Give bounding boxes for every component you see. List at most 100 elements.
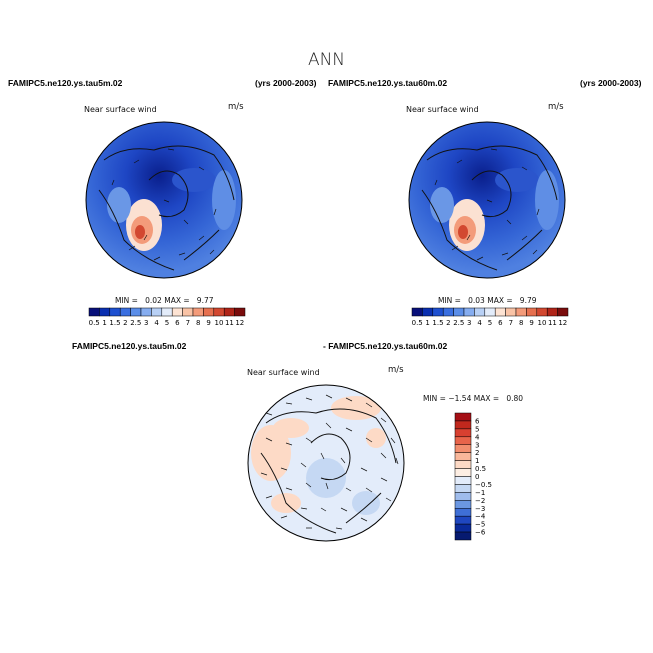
colorbar-tick-label: 5 [475, 425, 479, 433]
colorbar-tick-label: 10 [215, 319, 224, 327]
diff-case-b-label: - FAMIPC5.ne120.ys.tau60m.02 [323, 341, 448, 351]
colorbar-tick-label: 1.5 [109, 319, 120, 327]
panel-right-years-label: (yrs 2000-2003) [580, 78, 642, 88]
colorbar-tick-label: 9 [206, 319, 210, 327]
colorbar-tick-label: 0 [475, 473, 479, 481]
panel-left-case-label: FAMIPC5.ne120.ys.tau5m.02 [8, 78, 123, 88]
colorbar-swatch [454, 492, 472, 501]
panel-left-min-value: 0.02 [145, 296, 162, 305]
colorbar-swatch [505, 307, 517, 317]
colorbar-swatch [463, 307, 475, 317]
colorbar-swatch [515, 307, 527, 317]
colorbar-swatch [192, 307, 204, 317]
colorbar-swatch [454, 436, 472, 445]
diff-variable-label: Near surface wind [247, 368, 320, 377]
colorbar-swatch [454, 508, 472, 517]
diff-max-value: 0.80 [506, 394, 524, 403]
colorbar-tick-label: 6 [475, 417, 480, 425]
colorbar-swatch [454, 531, 472, 541]
colorbar-tick-label: −0.5 [475, 481, 492, 489]
colorbar-tick-label: 6 [498, 319, 503, 327]
colorbar-swatch [454, 444, 472, 453]
colorbar-tick-label: −4 [475, 513, 486, 521]
diff-units-label: m/s [388, 365, 404, 375]
colorbar-swatch [422, 307, 434, 317]
colorbar-swatch [234, 307, 246, 317]
colorbar-tick-label: −2 [475, 497, 485, 505]
figure-title: ANN [307, 50, 346, 70]
colorbar-tick-label: 4 [475, 433, 480, 441]
colorbar-swatch [119, 307, 131, 317]
colorbar-tick-label: 11 [548, 319, 557, 327]
colorbar-swatch [454, 484, 472, 493]
colorbar-swatch [536, 307, 548, 317]
colorbar-tick-label: 0.5 [89, 319, 100, 327]
panel-right-max-value: 9.79 [519, 296, 537, 305]
panel-right-max-label: MAX = [487, 296, 513, 305]
colorbar-tick-label: −5 [475, 521, 485, 529]
colorbar-tick-label: 1 [425, 319, 429, 327]
colorbar-swatch [546, 307, 558, 317]
colorbar-swatch [454, 515, 472, 525]
wind-difference-map [247, 384, 405, 542]
colorbar-swatch [526, 307, 538, 317]
colorbar-swatch [454, 452, 472, 461]
colorbar-swatch [454, 523, 472, 533]
colorbar-swatch [411, 307, 423, 317]
colorbar-tick-label: 12 [558, 319, 567, 327]
panel-right-variable-label: Near surface wind [406, 105, 479, 114]
colorbar-tick-label: 7 [186, 319, 190, 327]
colorbar-tick-label: 2 [446, 319, 450, 327]
colorbar-left: 0.5 1 1.5 2 2.5 3 4 5 6 7 8 9 10 11 12 [89, 307, 246, 327]
colorbar-tick-label: 9 [529, 319, 533, 327]
colorbar-tick-label: 0.5 [412, 319, 423, 327]
panel-right-units-label: m/s [548, 102, 564, 112]
panel-left-max-value: 9.77 [196, 296, 214, 305]
colorbar-swatch [454, 428, 472, 438]
colorbar-tick-label: −3 [475, 505, 485, 513]
colorbar-tick-label: 2 [475, 449, 479, 457]
panel-left-minmax: MIN = 0.02 MAX = 9.77 [115, 296, 214, 305]
colorbar-swatch [99, 307, 111, 317]
diff-min-label: MIN = [423, 394, 446, 403]
panel-right-case-label: FAMIPC5.ne120.ys.tau60m.02 [328, 78, 448, 88]
panel-right-min-label: MIN = [438, 296, 461, 305]
colorbar-swatch [454, 468, 472, 477]
colorbar-tick-label: 1 [475, 457, 479, 465]
colorbar-swatch [453, 307, 465, 317]
panel-left-units-label: m/s [228, 102, 244, 112]
colorbar-swatch [161, 307, 173, 317]
colorbar-tick-label: 1.5 [432, 319, 443, 327]
colorbar-swatch [182, 307, 194, 317]
panel-left-variable-label: Near surface wind [84, 105, 157, 114]
colorbar-tick-label: 2.5 [130, 319, 141, 327]
diff-minmax: MIN = −1.54 MAX = 0.80 [423, 394, 523, 403]
wind-map-right [408, 121, 566, 279]
colorbar-tick-label: 11 [225, 319, 234, 327]
colorbar-tick-label: 12 [235, 319, 244, 327]
colorbar-tick-label: 4 [154, 319, 159, 327]
colorbar-swatch [494, 307, 506, 317]
colorbar-right: 0.5 1 1.5 2 2.5 3 4 5 6 7 8 9 10 11 12 [411, 307, 569, 327]
panel-left-years-label: (yrs 2000-2003) [255, 78, 317, 88]
diff-case-a-label: FAMIPC5.ne120.ys.tau5m.02 [72, 341, 187, 351]
panel-right-min-value: 0.03 [468, 296, 485, 305]
wind-map-left [85, 121, 243, 279]
colorbar-tick-label: 5 [488, 319, 492, 327]
colorbar-tick-label: 2 [123, 319, 127, 327]
colorbar-swatch [454, 412, 472, 422]
colorbar-swatch [557, 307, 569, 317]
colorbar-tick-label: 3 [467, 319, 471, 327]
colorbar-tick-label: 3 [144, 319, 148, 327]
colorbar-tick-label: 6 [175, 319, 180, 327]
colorbar-swatch [432, 307, 444, 317]
colorbar-tick-label: 7 [509, 319, 513, 327]
colorbar-swatch [151, 307, 163, 317]
colorbar-swatch [442, 307, 454, 317]
colorbar-tick-label: 5 [165, 319, 169, 327]
colorbar-tick-label: −1 [475, 489, 485, 497]
colorbar-tick-label: −6 [475, 529, 486, 537]
colorbar-swatch [109, 307, 121, 317]
colorbar-tick-label: 2.5 [453, 319, 464, 327]
